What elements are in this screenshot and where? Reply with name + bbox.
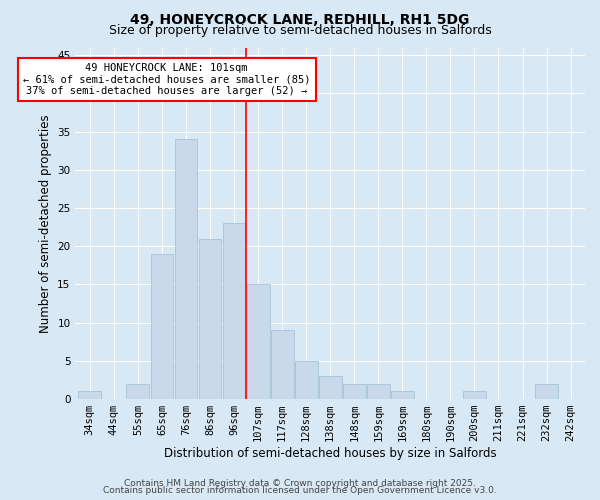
Bar bbox=[295, 361, 317, 399]
Bar bbox=[463, 392, 486, 399]
Bar bbox=[367, 384, 389, 399]
Bar bbox=[247, 284, 269, 399]
X-axis label: Distribution of semi-detached houses by size in Salfords: Distribution of semi-detached houses by … bbox=[164, 447, 497, 460]
Bar bbox=[79, 392, 101, 399]
Bar bbox=[175, 139, 197, 399]
Bar bbox=[391, 392, 414, 399]
Text: 49, HONEYCROCK LANE, REDHILL, RH1 5DG: 49, HONEYCROCK LANE, REDHILL, RH1 5DG bbox=[130, 12, 470, 26]
Text: Contains HM Land Registry data © Crown copyright and database right 2025.: Contains HM Land Registry data © Crown c… bbox=[124, 478, 476, 488]
Bar bbox=[343, 384, 365, 399]
Text: Contains public sector information licensed under the Open Government Licence v3: Contains public sector information licen… bbox=[103, 486, 497, 495]
Bar bbox=[271, 330, 293, 399]
Bar bbox=[535, 384, 558, 399]
Bar bbox=[319, 376, 341, 399]
Bar bbox=[223, 224, 245, 399]
Text: Size of property relative to semi-detached houses in Salfords: Size of property relative to semi-detach… bbox=[109, 24, 491, 37]
Text: 49 HONEYCROCK LANE: 101sqm
← 61% of semi-detached houses are smaller (85)
37% of: 49 HONEYCROCK LANE: 101sqm ← 61% of semi… bbox=[23, 63, 310, 96]
Bar bbox=[151, 254, 173, 399]
Y-axis label: Number of semi-detached properties: Number of semi-detached properties bbox=[39, 114, 52, 332]
Bar bbox=[127, 384, 149, 399]
Bar bbox=[199, 238, 221, 399]
